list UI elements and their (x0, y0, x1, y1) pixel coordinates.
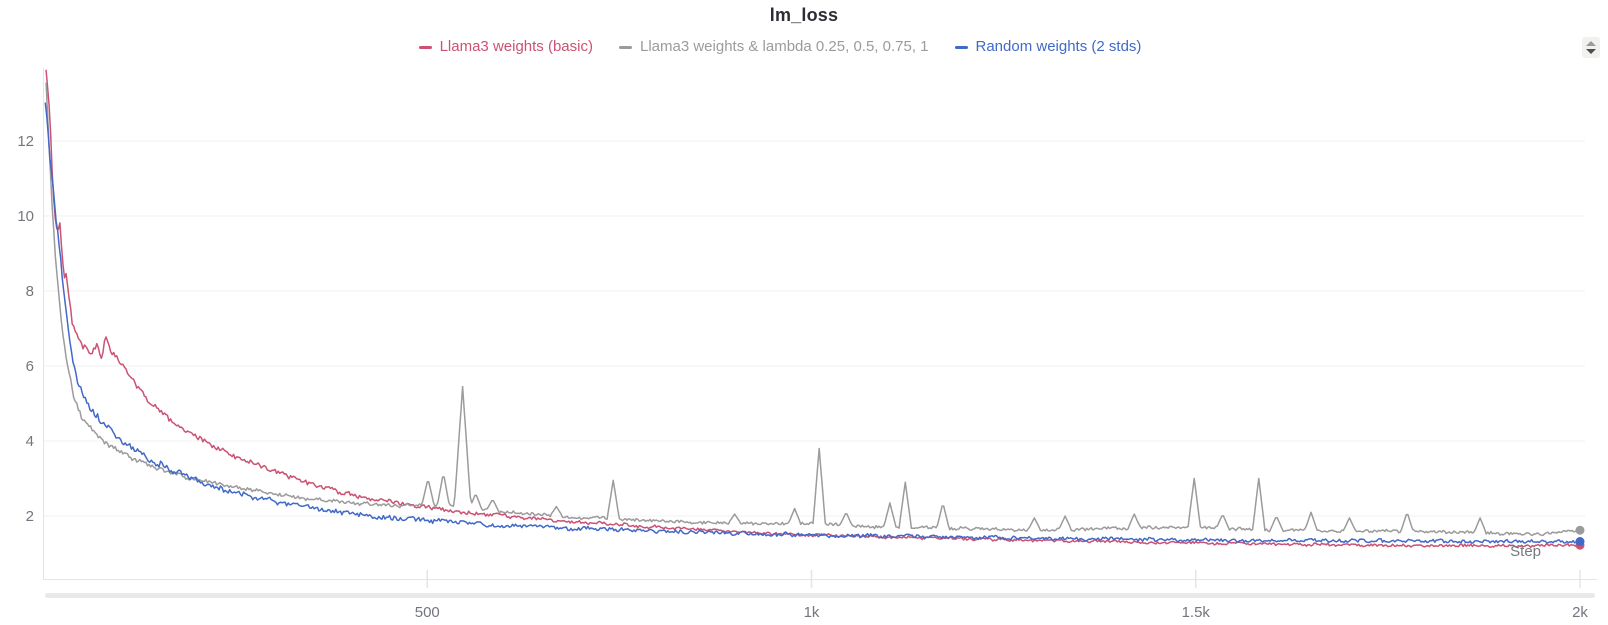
legend-label: Random weights (2 stds) (975, 38, 1142, 55)
horizontal-scrollbar[interactable] (45, 593, 1595, 598)
y-tick-label: 2 (26, 508, 34, 525)
y-tick-label: 8 (26, 283, 34, 300)
series-endpoint-dot-2 (1575, 537, 1585, 546)
series-line-1 (45, 82, 1581, 537)
chart-title: lm_loss (769, 5, 839, 25)
y-tick-label: 4 (26, 433, 34, 450)
legend-dash-icon (618, 45, 632, 49)
x-axis-title: Step (1510, 543, 1541, 560)
x-tick-label: 1.5k (1182, 604, 1211, 621)
series-endpoint-dot-1 (1575, 525, 1585, 535)
legend-label: Llama3 weights (basic) (439, 38, 593, 55)
y-tick-label: 10 (17, 208, 34, 225)
triangle-down-icon (1586, 49, 1596, 54)
legend-dash-icon (954, 45, 968, 49)
panel-stepper-button[interactable] (1582, 37, 1600, 58)
series-line-2 (44, 102, 1580, 544)
legend-dash-icon (418, 45, 432, 49)
x-tick-label: 1k (804, 604, 820, 621)
y-tick-label: 12 (17, 133, 34, 150)
y-tick-label: 6 (26, 358, 34, 375)
triangle-up-icon (1586, 41, 1596, 46)
x-tick-label: 2k (1572, 604, 1588, 621)
legend-item-2[interactable]: Random weights (2 stds) (954, 37, 1142, 57)
legend-item-0[interactable]: Llama3 weights (basic) (418, 37, 593, 57)
legend-item-1[interactable]: Llama3 weights & lambda 0.25, 0.5, 0.75,… (618, 37, 929, 57)
chart-legend: Llama3 weights (basic) Llama3 weights & l… (0, 37, 1560, 57)
legend-label: Llama3 weights & lambda 0.25, 0.5, 0.75,… (639, 38, 929, 55)
x-tick-label: 500 (415, 604, 440, 621)
series-line-0 (45, 69, 1581, 549)
